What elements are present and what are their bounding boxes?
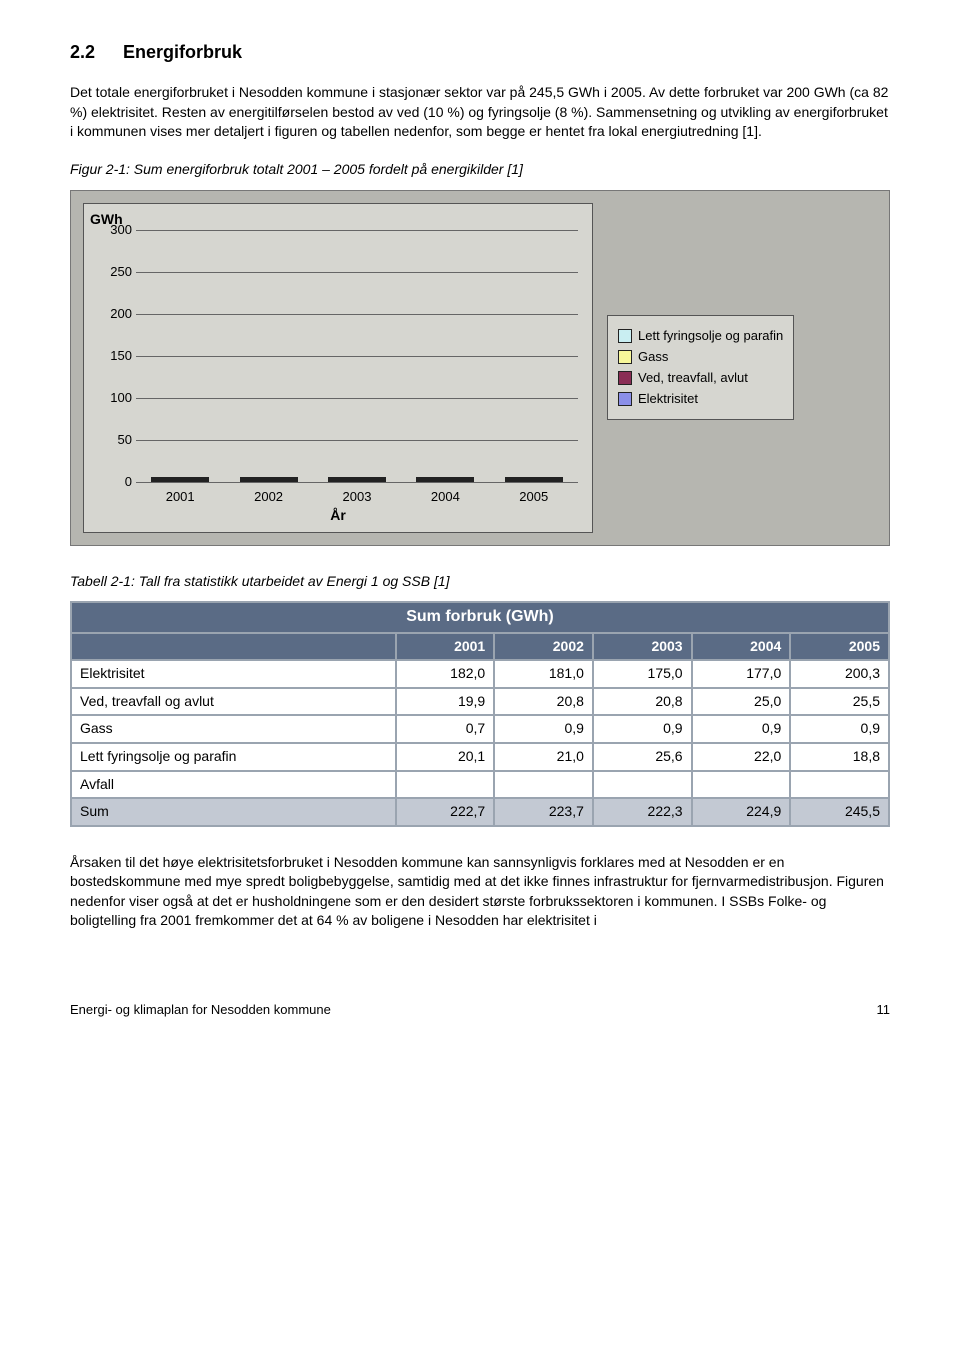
table-year-header: 2002: [494, 633, 593, 661]
section-title: Energiforbruk: [123, 42, 242, 62]
table-row-label: Avfall: [71, 771, 396, 799]
table-title: Sum forbruk (GWh): [71, 602, 889, 632]
section-number: 2.2: [70, 40, 95, 65]
chart-ytick: 250: [94, 262, 132, 280]
table-cell: 224,9: [692, 798, 791, 826]
chart-ytick: 100: [94, 388, 132, 406]
chart-gridline: [136, 272, 578, 273]
chart-ytick: 50: [94, 430, 132, 448]
table-year-header: 2003: [593, 633, 692, 661]
legend-label: Gass: [638, 348, 668, 366]
table-year-header: 2005: [790, 633, 889, 661]
table-cell: 0,9: [593, 715, 692, 743]
table-cell: 18,8: [790, 743, 889, 771]
chart-xtick: 2005: [519, 488, 548, 506]
table-cell: 22,0: [692, 743, 791, 771]
paragraph-2: Årsaken til det høye elektrisitetsforbru…: [70, 853, 890, 931]
footer-doc-title: Energi- og klimaplan for Nesodden kommun…: [70, 1001, 331, 1019]
energy-table: Sum forbruk (GWh)20012002200320042005Ele…: [70, 601, 890, 827]
chart-ytick: 0: [94, 472, 132, 490]
page-footer: Energi- og klimaplan for Nesodden kommun…: [70, 1001, 890, 1019]
table-corner: [71, 633, 396, 661]
table-row-label: Ved, treavfall og avlut: [71, 688, 396, 716]
table-year-header: 2004: [692, 633, 791, 661]
table-cell: 223,7: [494, 798, 593, 826]
figure-caption: Figur 2-1: Sum energiforbruk totalt 2001…: [70, 160, 890, 180]
table-cell: [692, 771, 791, 799]
legend-swatch: [618, 329, 632, 343]
table-sum-row: Sum222,7223,7222,3224,9245,5: [71, 798, 889, 826]
chart-xtick: 2004: [431, 488, 460, 506]
table-cell: [593, 771, 692, 799]
paragraph-1: Det totale energiforbruket i Nesodden ko…: [70, 83, 890, 142]
table-cell: 181,0: [494, 660, 593, 688]
table-cell: 0,9: [790, 715, 889, 743]
table-cell: 222,7: [396, 798, 495, 826]
table-cell: 0,9: [692, 715, 791, 743]
chart-xtick: 2002: [254, 488, 283, 506]
table-row-label: Gass: [71, 715, 396, 743]
footer-page-number: 11: [877, 1001, 891, 1019]
table-cell: 182,0: [396, 660, 495, 688]
table-cell: [790, 771, 889, 799]
table-row-label: Sum: [71, 798, 396, 826]
chart-ytick: 150: [94, 346, 132, 364]
table-cell: 175,0: [593, 660, 692, 688]
table-cell: 20,1: [396, 743, 495, 771]
chart-gridline: [136, 398, 578, 399]
legend-item: Lett fyringsolje og parafin: [618, 327, 783, 345]
table-row-label: Elektrisitet: [71, 660, 396, 688]
chart-xtick: 2003: [343, 488, 372, 506]
table-cell: 19,9: [396, 688, 495, 716]
table-cell: [396, 771, 495, 799]
table-year-header: 2001: [396, 633, 495, 661]
table-caption: Tabell 2-1: Tall fra statistikk utarbeid…: [70, 572, 890, 592]
table-row: Lett fyringsolje og parafin20,121,025,62…: [71, 743, 889, 771]
table-cell: 25,6: [593, 743, 692, 771]
chart-ytick: 200: [94, 304, 132, 322]
legend-item: Gass: [618, 348, 783, 366]
legend-swatch: [618, 371, 632, 385]
table-row: Elektrisitet182,0181,0175,0177,0200,3: [71, 660, 889, 688]
table-cell: 21,0: [494, 743, 593, 771]
table-cell: 25,0: [692, 688, 791, 716]
table-cell: 222,3: [593, 798, 692, 826]
legend-swatch: [618, 392, 632, 406]
chart-x-label: År: [330, 506, 346, 526]
table-cell: 200,3: [790, 660, 889, 688]
chart-gridline: [136, 482, 578, 483]
table-row: Gass0,70,90,90,90,9: [71, 715, 889, 743]
legend-item: Elektrisitet: [618, 390, 783, 408]
section-heading: 2.2 Energiforbruk: [70, 40, 890, 65]
chart-gridline: [136, 230, 578, 231]
table-cell: 177,0: [692, 660, 791, 688]
chart-plot-area: GWh 20012002200320042005 050100150200250…: [83, 203, 593, 533]
table-cell: 0,7: [396, 715, 495, 743]
chart-gridline: [136, 356, 578, 357]
table-cell: [494, 771, 593, 799]
table-cell: 20,8: [494, 688, 593, 716]
chart-ytick: 300: [94, 220, 132, 238]
table-cell: 245,5: [790, 798, 889, 826]
legend-swatch: [618, 350, 632, 364]
table-row: Avfall: [71, 771, 889, 799]
chart-grid: 20012002200320042005 050100150200250300: [136, 230, 578, 482]
chart-gridline: [136, 314, 578, 315]
legend-label: Elektrisitet: [638, 390, 698, 408]
table-cell: 0,9: [494, 715, 593, 743]
table-row-label: Lett fyringsolje og parafin: [71, 743, 396, 771]
chart-legend: Lett fyringsolje og parafin Gass Ved, trea…: [607, 315, 794, 421]
table-cell: 25,5: [790, 688, 889, 716]
chart-xtick: 2001: [166, 488, 195, 506]
legend-label: Lett fyringsolje og parafin: [638, 327, 783, 345]
legend-item: Ved, treavfall, avlut: [618, 369, 783, 387]
table-row: Ved, treavfall og avlut19,920,820,825,02…: [71, 688, 889, 716]
chart-gridline: [136, 440, 578, 441]
legend-label: Ved, treavfall, avlut: [638, 369, 748, 387]
energy-chart: GWh 20012002200320042005 050100150200250…: [70, 190, 890, 546]
table-cell: 20,8: [593, 688, 692, 716]
